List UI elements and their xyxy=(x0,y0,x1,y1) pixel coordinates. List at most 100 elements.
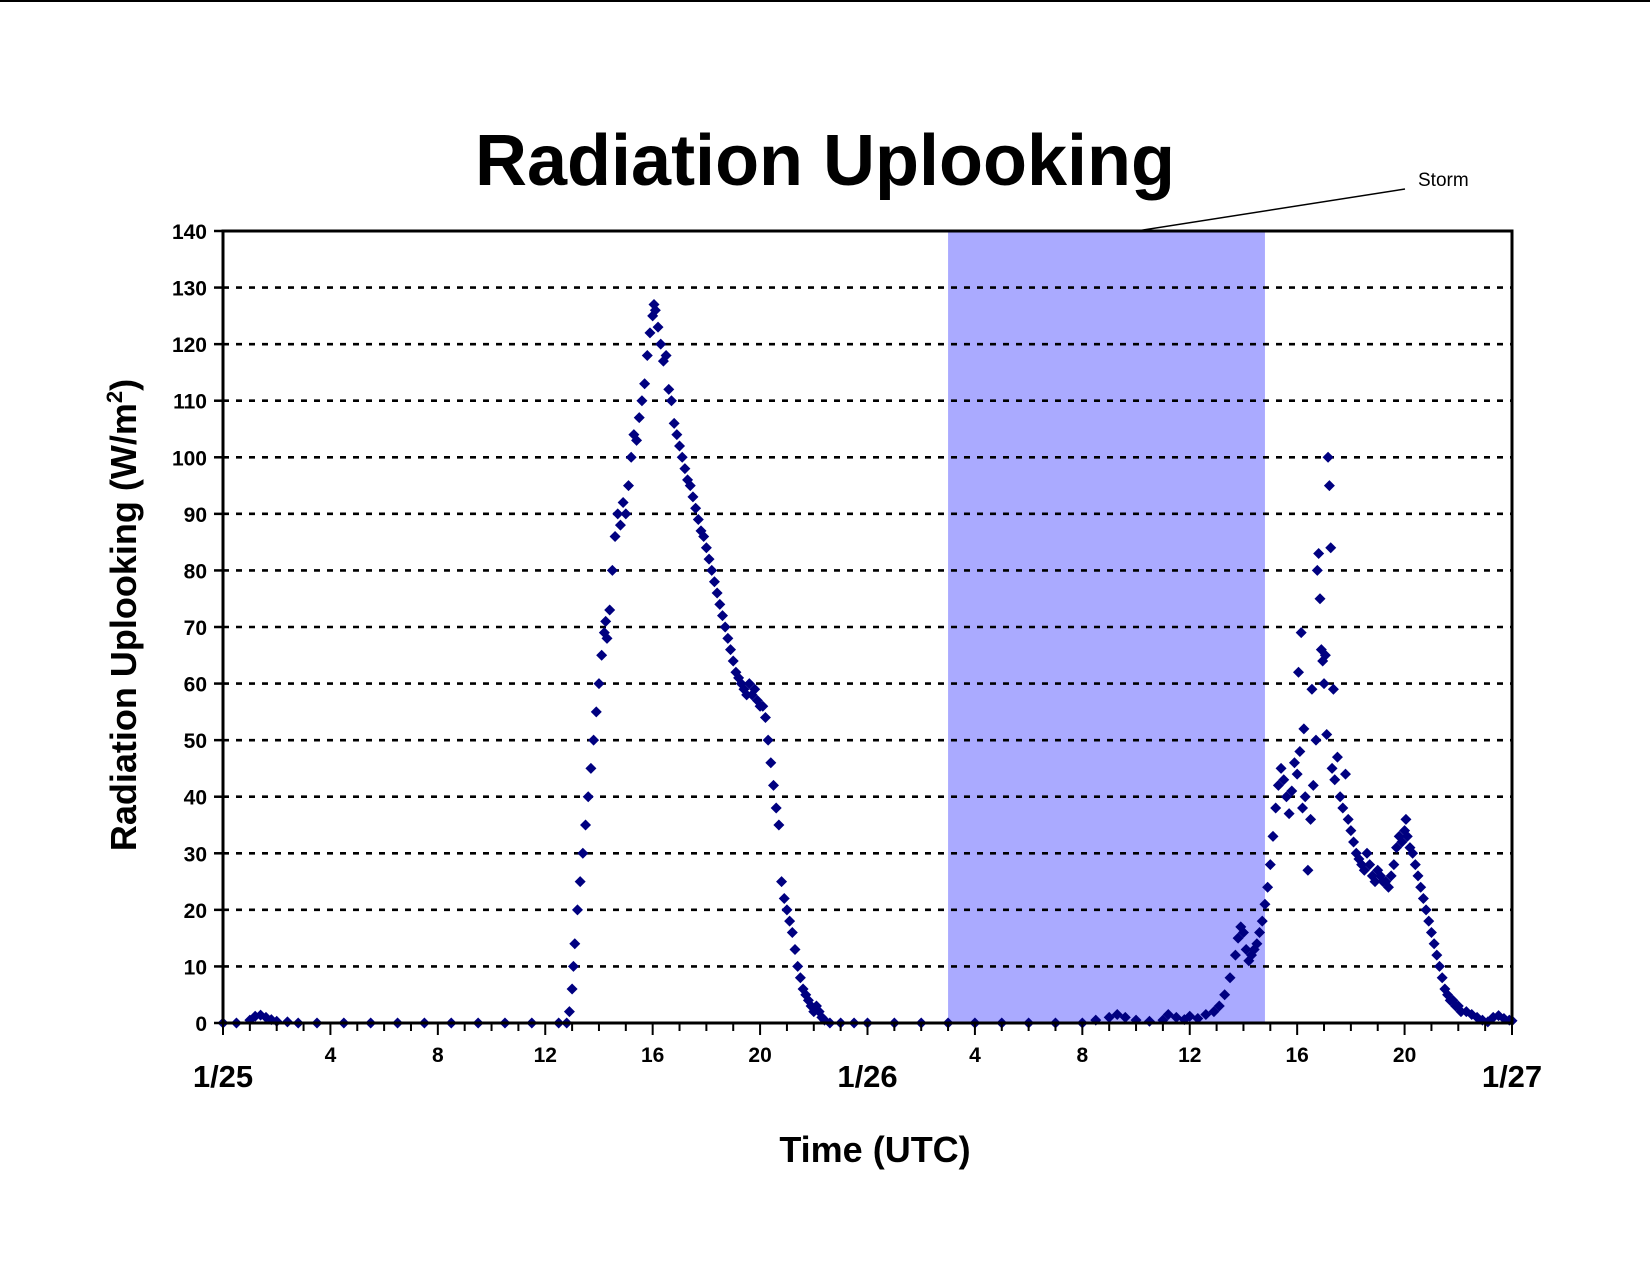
data-point xyxy=(1433,960,1445,972)
data-point xyxy=(1400,813,1412,825)
data-point xyxy=(1291,768,1303,780)
data-point xyxy=(639,378,651,390)
data-point xyxy=(665,395,677,407)
data-point xyxy=(776,876,788,888)
data-point xyxy=(636,395,648,407)
data-point xyxy=(1325,542,1337,554)
data-point xyxy=(765,757,777,769)
y-tick-label: 100 xyxy=(172,447,207,470)
data-point xyxy=(1119,1011,1131,1023)
data-point xyxy=(671,429,683,441)
chart-title: Radiation Uplooking xyxy=(475,121,1175,201)
y-axis-title-close: ) xyxy=(103,379,144,391)
data-point xyxy=(698,530,710,542)
data-point xyxy=(644,327,656,339)
axis-labels: 0 10 20 30 40 50 60 70 80 90 100 110 120 130 140 4 8 12 16… xyxy=(172,221,1542,1094)
data-point xyxy=(784,915,796,927)
y-tick-label: 10 xyxy=(184,956,207,979)
x-axis-title: Time (UTC) xyxy=(779,1129,970,1170)
x-tick-label: 16 xyxy=(1285,1044,1308,1067)
data-point xyxy=(1293,666,1305,678)
data-point xyxy=(1262,881,1274,893)
data-point xyxy=(690,502,702,514)
data-point xyxy=(1256,915,1268,927)
data-point xyxy=(778,893,790,905)
data-point xyxy=(1323,480,1335,492)
data-point xyxy=(571,904,583,916)
data-point xyxy=(1192,1012,1204,1024)
data-point xyxy=(1369,876,1381,888)
data-point xyxy=(700,542,712,554)
data-point xyxy=(674,440,686,452)
data-point xyxy=(687,491,699,503)
data-point xyxy=(1385,870,1397,882)
data-point xyxy=(1425,926,1437,938)
data-point xyxy=(1306,683,1318,695)
data-point xyxy=(1224,972,1236,984)
data-point xyxy=(1264,859,1276,871)
x-tick-label: 20 xyxy=(1393,1044,1416,1067)
data-point xyxy=(604,604,616,616)
data-point xyxy=(1364,859,1376,871)
data-point xyxy=(1208,1006,1220,1018)
data-point xyxy=(1409,859,1421,871)
x-tick-label: 4 xyxy=(325,1044,337,1067)
data-point xyxy=(762,734,774,746)
x-tick-label: 20 xyxy=(748,1044,771,1067)
data-point xyxy=(1232,932,1244,944)
data-point xyxy=(612,508,624,520)
data-point xyxy=(1184,1010,1196,1022)
data-point xyxy=(1431,949,1443,961)
data-point xyxy=(600,615,612,627)
data-point xyxy=(1319,649,1331,661)
data-point xyxy=(1428,938,1440,950)
data-point xyxy=(1283,808,1295,820)
data-point xyxy=(585,762,597,774)
data-point xyxy=(1278,774,1290,786)
y-tick-label: 30 xyxy=(184,843,207,866)
x-tick-label: 12 xyxy=(534,1044,557,1067)
data-point xyxy=(1326,762,1338,774)
data-point xyxy=(1240,943,1252,955)
data-point xyxy=(1294,745,1306,757)
data-point xyxy=(1295,627,1307,639)
data-point xyxy=(641,349,653,361)
data-point xyxy=(714,598,726,610)
storm-annotation-label: Storm xyxy=(1418,170,1469,191)
data-point xyxy=(1314,593,1326,605)
data-point xyxy=(1331,751,1343,763)
data-point xyxy=(563,1006,575,1018)
data-point xyxy=(703,553,715,565)
data-point xyxy=(786,926,798,938)
data-point xyxy=(660,349,672,361)
data-point xyxy=(1348,836,1360,848)
data-point xyxy=(1307,779,1319,791)
data-point xyxy=(1254,926,1266,938)
data-point xyxy=(1420,904,1432,916)
y-tick-label: 110 xyxy=(173,391,207,414)
data-point xyxy=(1213,1000,1225,1012)
data-point xyxy=(1322,451,1334,463)
data-point xyxy=(566,983,578,995)
data-point xyxy=(1170,1011,1182,1023)
y-tick-label: 20 xyxy=(184,900,207,923)
data-point xyxy=(1436,972,1448,984)
data-point xyxy=(668,417,680,429)
data-point xyxy=(1361,847,1373,859)
storm-annotation-leader xyxy=(1136,188,1406,232)
x-date-label: 1/26 xyxy=(837,1059,897,1094)
data-point xyxy=(1280,791,1292,803)
y-axis-title-main: Radiation Uplooking (W/m xyxy=(103,403,144,851)
data-point xyxy=(1337,802,1349,814)
y-tick-label: 0 xyxy=(195,1013,207,1036)
data-point xyxy=(625,451,637,463)
data-point xyxy=(617,497,629,509)
data-point xyxy=(789,943,801,955)
data-point xyxy=(652,321,664,333)
data-point xyxy=(708,576,720,588)
data-point xyxy=(743,678,755,690)
data-point xyxy=(1401,830,1413,842)
data-point xyxy=(1391,842,1403,854)
data-point xyxy=(1311,564,1323,576)
data-point xyxy=(711,587,723,599)
